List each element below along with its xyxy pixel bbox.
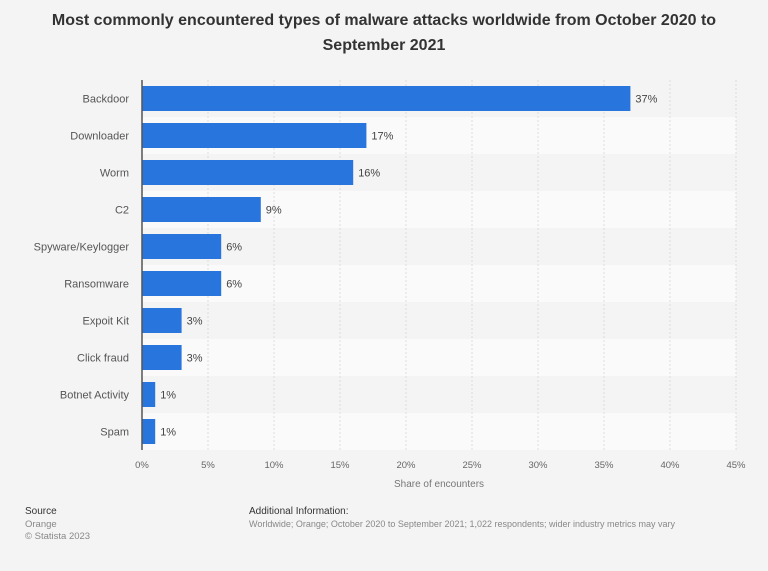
category-label: Ransomware xyxy=(64,279,129,291)
copyright: © Statista 2023 xyxy=(25,531,91,542)
bar xyxy=(142,160,354,185)
bar-chart: 0% 5% 10% 15% 20% 25% 30% 35% 40% 45% Share of enc… xyxy=(34,80,746,490)
category-label: C2 xyxy=(115,205,129,217)
category-label: Downloader xyxy=(70,131,129,143)
bar xyxy=(142,419,156,444)
category-label: Expoit Kit xyxy=(83,316,129,328)
bar xyxy=(142,345,182,370)
data-label: 6% xyxy=(226,279,242,291)
x-tick-label: 10% xyxy=(264,460,284,471)
bar xyxy=(142,86,631,111)
category-label: Spyware/Keylogger xyxy=(34,242,130,254)
data-label: 16% xyxy=(358,168,380,180)
row-band xyxy=(142,265,736,302)
data-label: 3% xyxy=(187,353,203,365)
additional-info-heading: Additional Information: xyxy=(249,506,349,517)
category-label: Backdoor xyxy=(83,94,130,106)
bar xyxy=(142,308,182,333)
data-label: 1% xyxy=(160,390,176,402)
x-tick-label: 15% xyxy=(330,460,350,471)
x-tick-label: 0% xyxy=(135,460,149,471)
x-tick-label: 20% xyxy=(396,460,416,471)
chart-title: Most commonly encountered types of malwa… xyxy=(51,12,717,54)
category-label: Worm xyxy=(100,168,129,180)
row-band xyxy=(142,413,736,450)
bar xyxy=(142,234,222,259)
x-axis-label: Share of encounters xyxy=(394,479,484,490)
source-heading: Source xyxy=(25,506,57,517)
x-tick-label: 40% xyxy=(660,460,680,471)
source-info: Orange © Statista 2023 xyxy=(25,519,90,543)
category-label: Botnet Activity xyxy=(60,390,130,402)
category-label: Click fraud xyxy=(77,353,129,365)
data-label: 37% xyxy=(635,94,657,106)
data-label: 17% xyxy=(371,131,393,143)
bar xyxy=(142,271,222,296)
x-tick-label: 30% xyxy=(528,460,548,471)
x-tick-label: 45% xyxy=(726,460,746,471)
bar xyxy=(142,197,261,222)
additional-info: Worldwide; Orange; October 2020 to Septe… xyxy=(249,519,676,529)
x-tick-label: 5% xyxy=(201,460,215,471)
x-tick-label: 35% xyxy=(594,460,614,471)
category-label: Spam xyxy=(100,427,129,439)
data-label: 3% xyxy=(187,316,203,328)
row-band xyxy=(142,339,736,376)
data-label: 9% xyxy=(266,205,282,217)
bar xyxy=(142,123,367,148)
data-label: 6% xyxy=(226,242,242,254)
source-name: Orange xyxy=(25,519,57,530)
data-label: 1% xyxy=(160,427,176,439)
x-tick-label: 25% xyxy=(462,460,482,471)
bar xyxy=(142,382,156,407)
